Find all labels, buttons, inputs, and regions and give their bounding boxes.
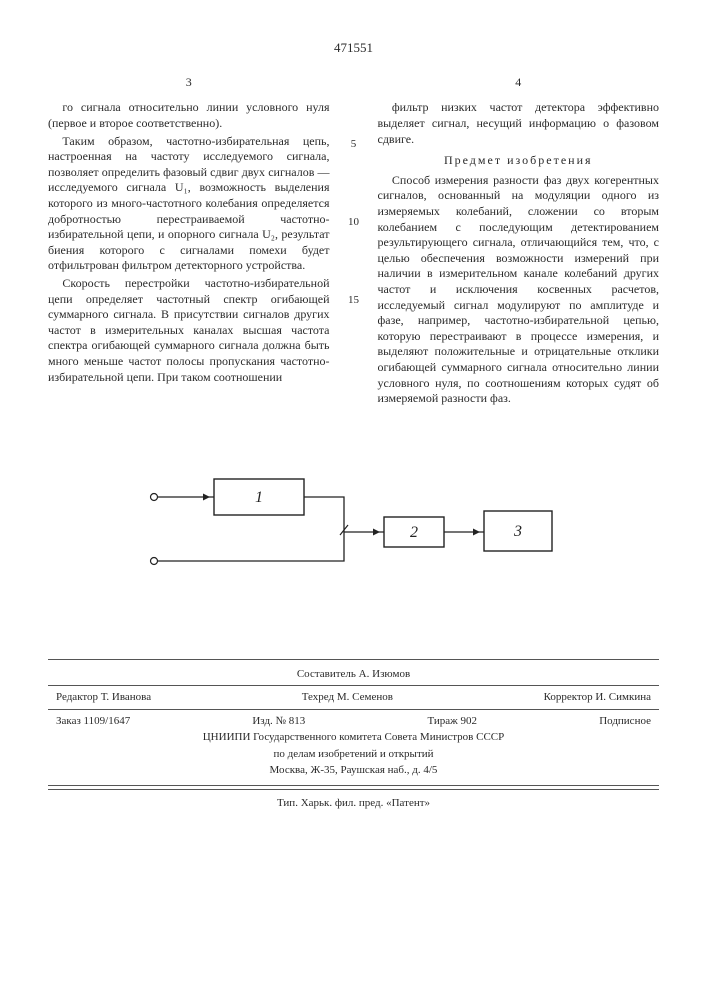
left-para-3: Скорость перестройки частотно-избиратель…	[48, 276, 330, 385]
address-line: Москва, Ж-35, Раушская наб., д. 4/5	[48, 762, 659, 779]
compiler-line: Составитель А. Изюмов	[48, 666, 659, 683]
corrector: Корректор И. Симкина	[544, 689, 651, 706]
right-para-2: Способ измерения разности фаз двух когер…	[378, 173, 660, 407]
colophon: Составитель А. Изюмов Редактор Т. Иванов…	[48, 659, 659, 786]
tirazh: Тираж 902	[427, 713, 477, 730]
divider	[48, 685, 659, 686]
print-row: Заказ 1109/1647 Изд. № 813 Тираж 902 Под…	[48, 713, 659, 730]
right-column: 4 фильтр низких частот детектора эффекти…	[378, 75, 660, 409]
svg-text:3: 3	[513, 523, 522, 540]
izd: Изд. № 813	[252, 713, 305, 730]
line-num-15: 15	[345, 293, 363, 307]
zakaz: Заказ 1109/1647	[56, 713, 130, 730]
org-line-2: по делам изобретений и открытий	[48, 746, 659, 763]
text-columns: 3 го сигнала относительно линии условног…	[48, 75, 659, 409]
left-para-2: Таким образом, частотно-избирательная це…	[48, 134, 330, 274]
block-diagram: 1 2 3	[144, 469, 564, 599]
left-col-number: 3	[48, 75, 330, 91]
patent-number: 471551	[48, 40, 659, 57]
staff-row: Редактор Т. Иванова Техред М. Семенов Ко…	[48, 689, 659, 706]
podpisnoe: Подписное	[599, 713, 651, 730]
svg-text:1: 1	[255, 489, 263, 506]
right-para-1: фильтр низких частот детектора эффективн…	[378, 100, 660, 147]
claims-heading: Предмет изобретения	[378, 153, 660, 169]
printer-line: Тип. Харьк. фил. пред. «Патент»	[48, 796, 659, 810]
org-line-1: ЦНИИПИ Государственного комитета Совета …	[48, 729, 659, 746]
divider	[48, 709, 659, 710]
line-num-10: 10	[345, 215, 363, 229]
svg-text:2: 2	[410, 524, 418, 541]
editor: Редактор Т. Иванова	[56, 689, 151, 706]
left-para-1: го сигнала относительно линии условного …	[48, 100, 330, 131]
divider	[48, 789, 659, 790]
techred: Техред М. Семенов	[302, 689, 393, 706]
line-num-5: 5	[345, 137, 363, 151]
right-col-number: 4	[378, 75, 660, 91]
left-column: 3 го сигнала относительно линии условног…	[48, 75, 330, 409]
